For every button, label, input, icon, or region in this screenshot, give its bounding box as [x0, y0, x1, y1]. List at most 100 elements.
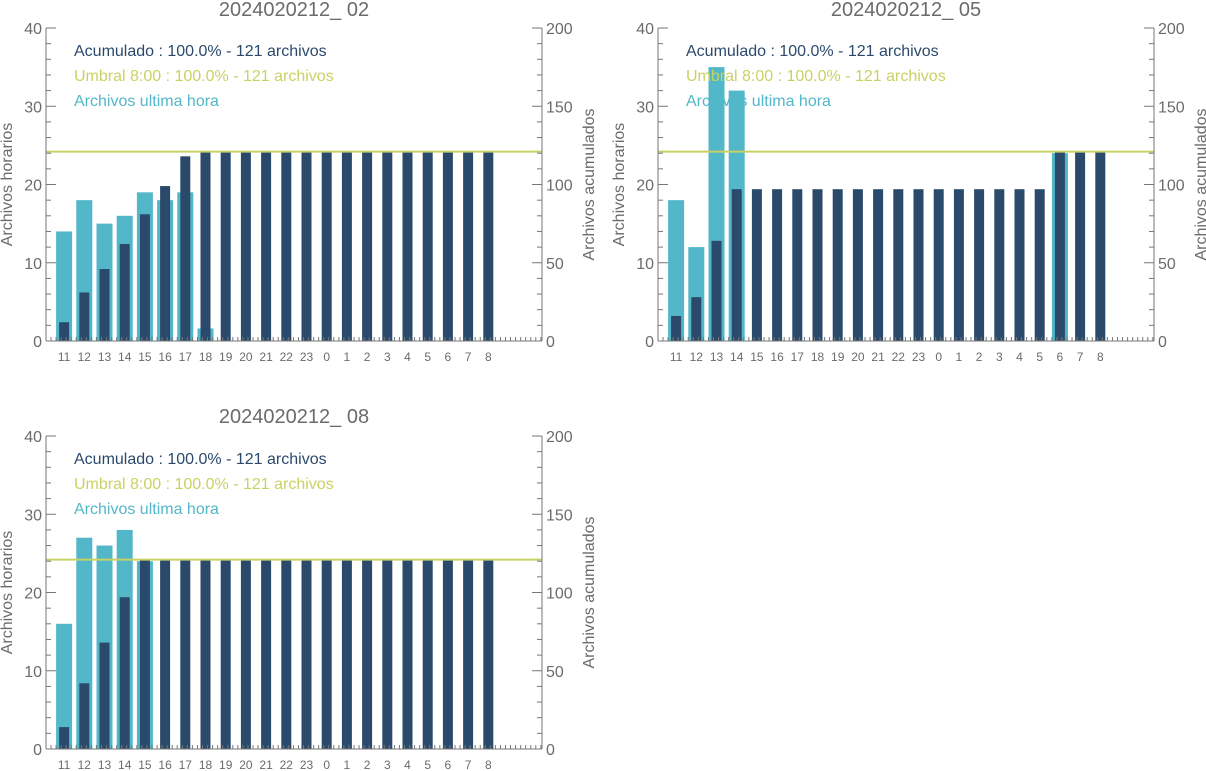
x-tick-label: 8: [1097, 350, 1104, 364]
bar-cumulative-17: [792, 189, 803, 341]
bar-cumulative-0: [321, 151, 332, 341]
bar-cumulative-20: [240, 151, 251, 341]
x-tick-label: 20: [239, 350, 253, 364]
x-tick-label: 2: [364, 350, 371, 364]
bar-cumulative-11: [59, 727, 70, 749]
bar-cumulative-13: [711, 240, 722, 341]
x-tick-label: 22: [280, 350, 294, 364]
y-tick-label-right: 50: [1158, 256, 1176, 273]
x-tick-label: 23: [912, 350, 926, 364]
bar-cumulative-6: [442, 559, 453, 749]
x-tick-label: 20: [239, 758, 253, 771]
x-tick-label: 5: [424, 758, 431, 771]
bar-cumulative-22: [281, 559, 292, 749]
x-tick-label: 18: [199, 350, 213, 364]
bar-cumulative-0: [933, 189, 944, 341]
bar-cumulative-1: [341, 559, 352, 749]
x-tick-label: 18: [811, 350, 825, 364]
y-tick-label-left: 0: [33, 334, 42, 351]
y-tick-label-right: 150: [546, 507, 573, 524]
y-tick-label-right: 200: [546, 429, 573, 446]
x-tick-label: 14: [118, 350, 132, 364]
y-tick-label-left: 10: [24, 256, 42, 273]
x-tick-label: 13: [710, 350, 724, 364]
x-tick-label: 12: [690, 350, 704, 364]
y-tick-label-right: 50: [546, 256, 564, 273]
bar-cumulative-15: [139, 214, 150, 341]
x-tick-label: 0: [323, 350, 330, 364]
x-tick-label: 17: [791, 350, 805, 364]
x-tick-label: 21: [871, 350, 885, 364]
bar-cumulative-18: [200, 151, 211, 341]
bar-cumulative-5: [1034, 189, 1045, 341]
x-tick-label: 1: [956, 350, 963, 364]
y-tick-label-right: 0: [546, 742, 555, 759]
y-tick-label-right: 150: [1158, 99, 1185, 116]
y-axis-title-right: Archivos acumulados: [581, 108, 598, 260]
legend-entry: Acumulado : 100.0% - 121 archivos: [686, 43, 939, 60]
bar-cumulative-14: [731, 189, 742, 341]
x-tick-label: 6: [1057, 350, 1064, 364]
x-tick-label: 19: [831, 350, 845, 364]
y-axis-title-right: Archivos acumulados: [1193, 108, 1206, 260]
x-tick-label: 17: [179, 758, 193, 771]
y-tick-label-left: 40: [24, 429, 42, 446]
bar-cumulative-1: [341, 151, 352, 341]
bar-cumulative-8: [483, 151, 494, 341]
legend-entry: Acumulado : 100.0% - 121 archivos: [74, 451, 327, 468]
x-tick-label: 11: [670, 350, 683, 364]
x-tick-label: 18: [199, 758, 213, 771]
x-tick-label: 12: [78, 350, 92, 364]
x-tick-label: 6: [445, 758, 452, 771]
legend-entry: Archivos ultima hora: [74, 501, 219, 518]
x-tick-label: 14: [730, 350, 744, 364]
x-tick-label: 7: [465, 758, 472, 771]
x-tick-label: 2: [976, 350, 983, 364]
bar-cumulative-17: [180, 559, 191, 749]
x-tick-label: 19: [219, 758, 233, 771]
bar-cumulative-23: [301, 559, 312, 749]
x-tick-label: 16: [158, 350, 172, 364]
bar-cumulative-14: [119, 243, 130, 341]
bar-cumulative-7: [463, 559, 474, 749]
x-tick-label: 16: [158, 758, 172, 771]
bar-cumulative-12: [79, 292, 90, 341]
bar-cumulative-22: [893, 189, 904, 341]
y-tick-label-left: 30: [24, 99, 42, 116]
y-tick-label-left: 40: [636, 21, 654, 38]
bar-cumulative-8: [1095, 151, 1106, 341]
x-tick-label: 22: [892, 350, 906, 364]
bar-hourly-11: [56, 231, 73, 341]
bar-cumulative-12: [79, 683, 90, 749]
x-tick-label: 8: [485, 350, 492, 364]
x-tick-label: 23: [300, 350, 314, 364]
y-tick-label-right: 50: [546, 664, 564, 681]
y-axis-title-left: Archivos horarios: [611, 123, 628, 247]
x-tick-label: 0: [935, 350, 942, 364]
y-tick-label-left: 0: [33, 742, 42, 759]
x-tick-label: 1: [344, 758, 351, 771]
x-tick-label: 11: [58, 758, 71, 771]
x-tick-label: 16: [770, 350, 784, 364]
bar-cumulative-0: [321, 559, 332, 749]
y-axis-title-left: Archivos horarios: [0, 531, 16, 655]
bar-hourly-11: [56, 623, 73, 749]
y-tick-label-right: 0: [546, 334, 555, 351]
x-tick-label: 0: [323, 758, 330, 771]
x-tick-label: 11: [58, 350, 71, 364]
bars-group: [56, 529, 494, 749]
bar-cumulative-16: [160, 186, 171, 341]
bar-cumulative-2: [974, 189, 985, 341]
bar-cumulative-20: [852, 189, 863, 341]
bar-cumulative-3: [994, 189, 1005, 341]
bar-cumulative-19: [220, 559, 231, 749]
bar-cumulative-16: [160, 559, 171, 749]
bar-cumulative-18: [812, 189, 823, 341]
bar-cumulative-7: [463, 151, 474, 341]
bar-cumulative-12: [691, 297, 702, 341]
legend-entry: Umbral 8:00 : 100.0% - 121 archivos: [686, 68, 946, 85]
x-tick-label: 1: [344, 350, 351, 364]
y-tick-label-right: 100: [546, 178, 573, 195]
